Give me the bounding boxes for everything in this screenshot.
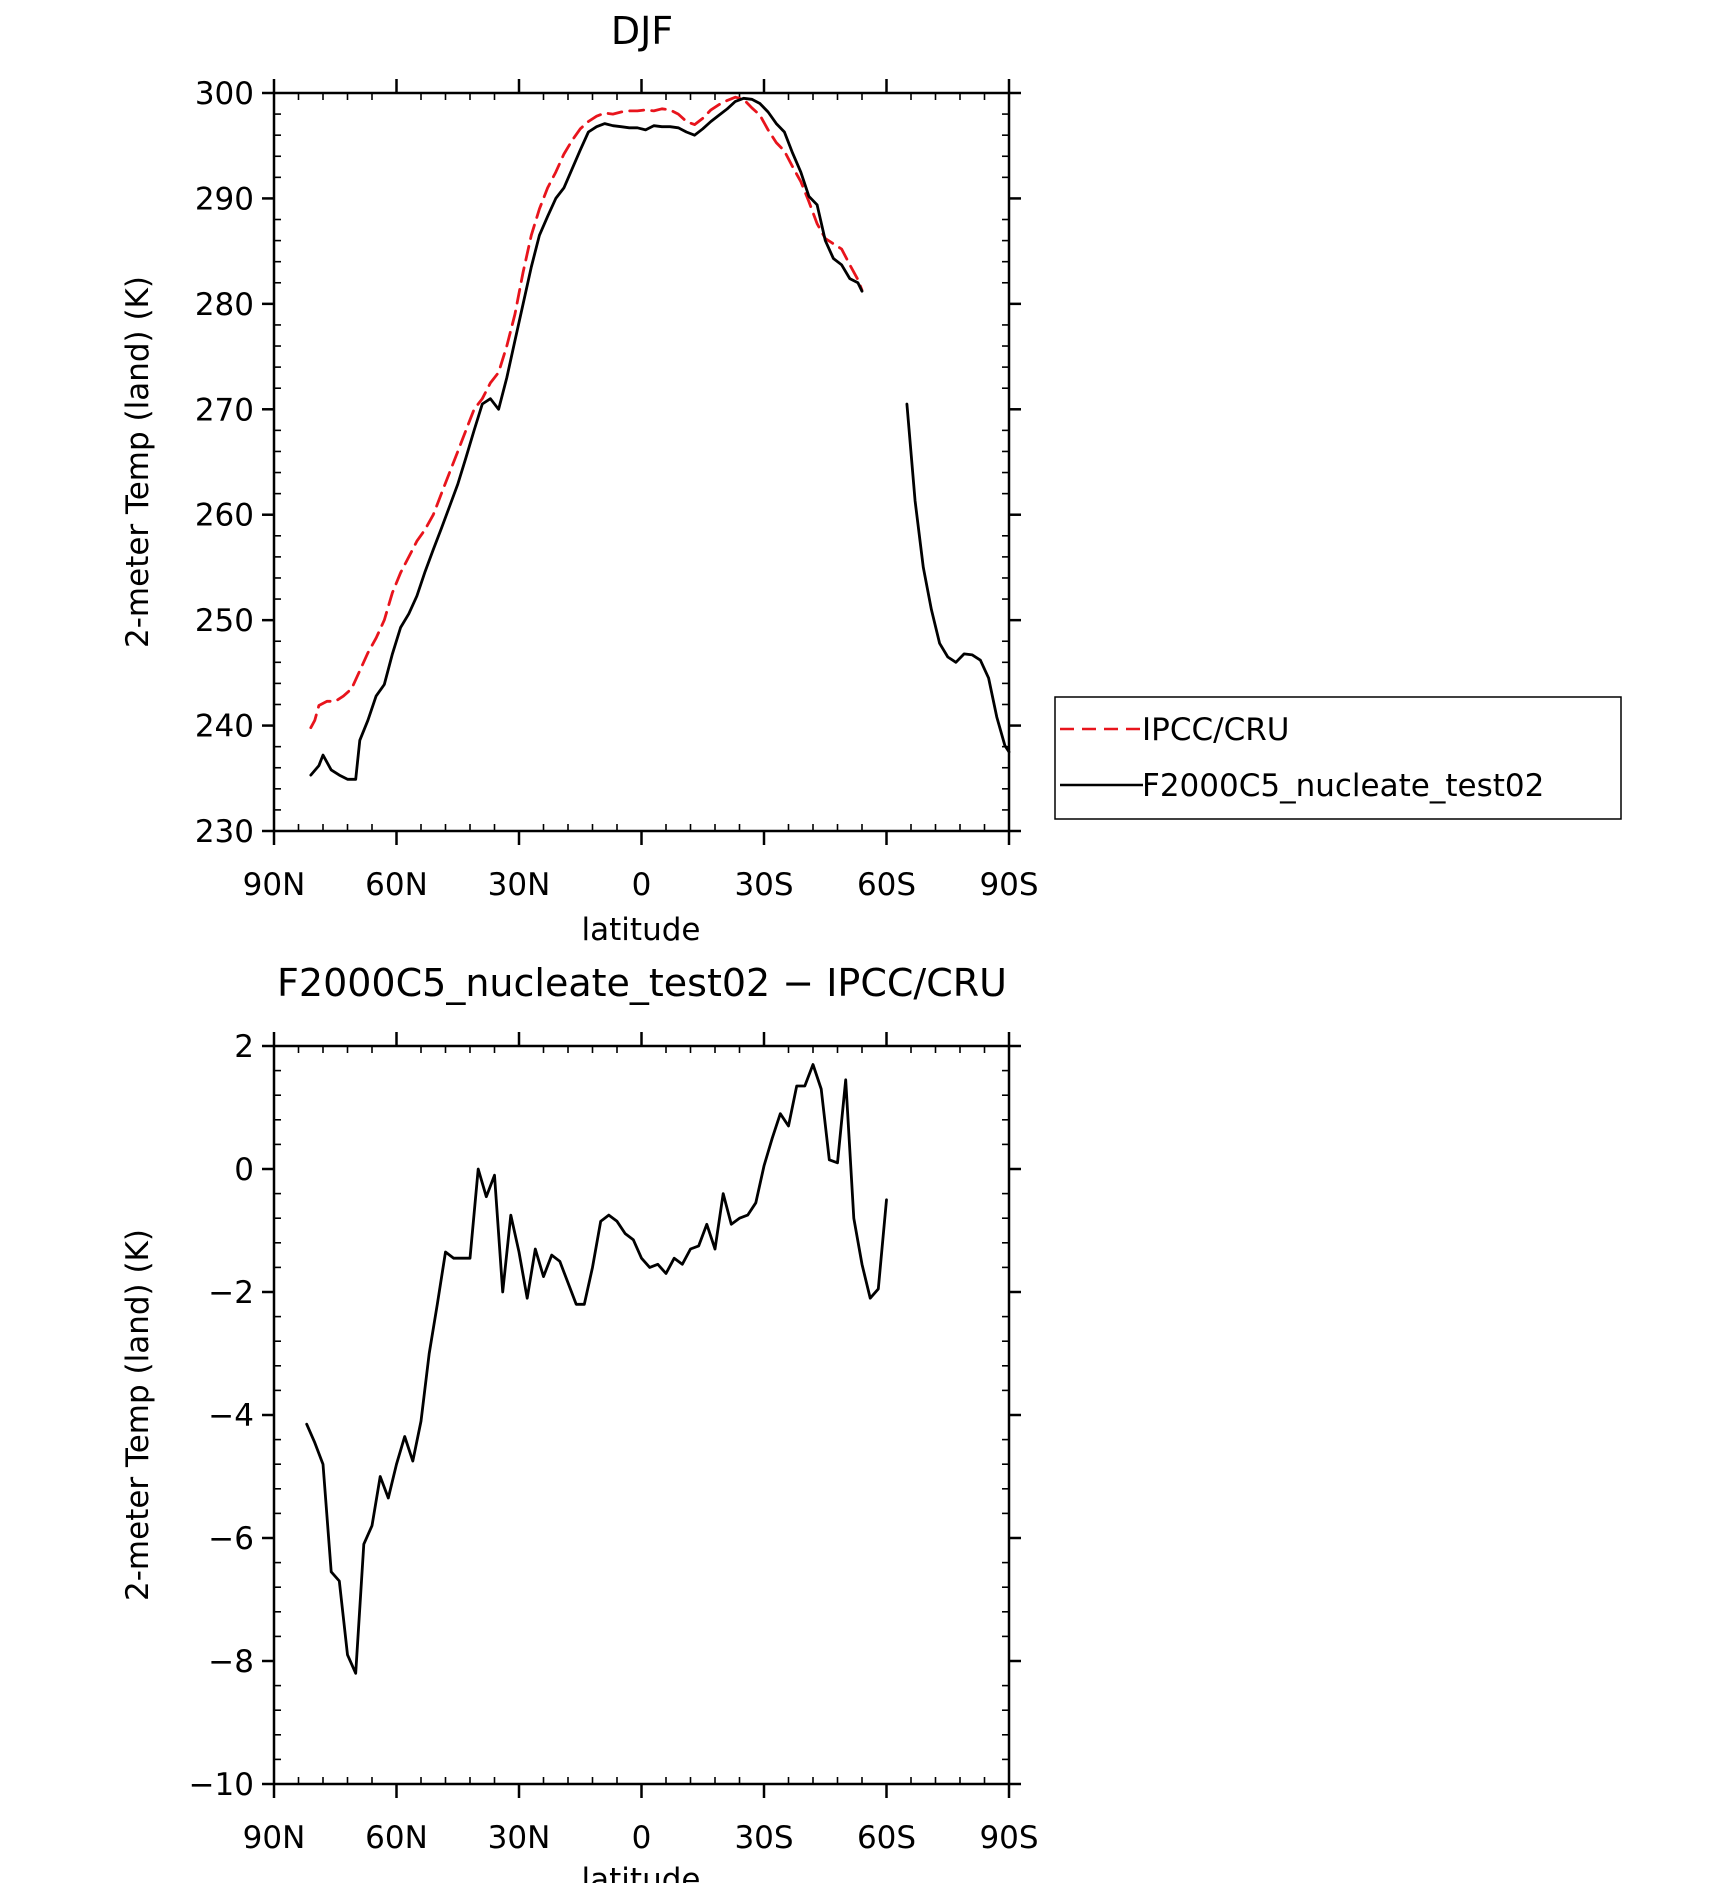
- chart-panel-top: DJF 230 240 250 260 270 280 290 300 90N 60N 30N 0 3…: [120, 9, 1622, 948]
- series-line-difference: [305, 1063, 888, 1675]
- x-axis: 90N 60N 30N 0 30S 60S 90S: [243, 1032, 1039, 1856]
- legend-box: [1054, 696, 1622, 820]
- series-line-f2000c5-nucleate-test02: [905, 402, 1011, 754]
- x-axis-label: latitude: [582, 1862, 701, 1883]
- x-tick-label: 30N: [488, 867, 551, 903]
- x-axis: 90N 60N 30N 0 30S 60S 90S: [243, 79, 1039, 903]
- chart-title: DJF: [611, 9, 673, 53]
- x-tick-label: 90S: [979, 1820, 1038, 1856]
- chart-panel-bottom: F2000C5_nucleate_test02 − IPCC/CRU −10 −8…: [120, 961, 1039, 1883]
- y-tick-label: 240: [195, 709, 254, 745]
- x-tick-label: 30S: [734, 867, 793, 903]
- x-tick-label: 30N: [488, 1820, 551, 1856]
- y-tick-label: 270: [195, 392, 254, 428]
- x-tick-label: 90S: [979, 867, 1038, 903]
- x-axis-label: latitude: [582, 912, 701, 948]
- x-tick-label: 60N: [365, 867, 428, 903]
- series-layer: [305, 1063, 888, 1675]
- plot-frame: [272, 1044, 1011, 1786]
- series-line-ipcc-cru: [309, 95, 864, 730]
- y-axis: 230 240 250 260 270 280 290 300: [195, 76, 1021, 850]
- x-tick-label: 0: [632, 867, 652, 903]
- y-tick-label: 260: [195, 498, 254, 534]
- y-tick-label: −6: [208, 1521, 254, 1557]
- legend: IPCC/CRU F2000C5_nucleate_test02: [1054, 696, 1622, 820]
- legend-label-f2000c5: F2000C5_nucleate_test02: [1142, 768, 1544, 804]
- y-axis-label: 2-meter Temp (land) (K): [120, 1229, 156, 1601]
- x-tick-label: 60S: [857, 1820, 916, 1856]
- plot-frame: [272, 91, 1011, 833]
- x-tick-label: 60N: [365, 1820, 428, 1856]
- chart-title: F2000C5_nucleate_test02 − IPCC/CRU: [277, 961, 1007, 1005]
- series-layer: [309, 95, 1011, 781]
- y-tick-label: 2: [234, 1029, 254, 1065]
- y-tick-label: −4: [208, 1398, 254, 1434]
- y-tick-label: −2: [208, 1275, 254, 1311]
- legend-label-ipcc-cru: IPCC/CRU: [1142, 712, 1289, 748]
- y-tick-label: 250: [195, 603, 254, 639]
- y-tick-label: 0: [234, 1152, 254, 1188]
- y-tick-label: 230: [195, 814, 254, 850]
- y-tick-label: 280: [195, 287, 254, 323]
- x-tick-label: 0: [632, 1820, 652, 1856]
- y-tick-label: 300: [195, 76, 254, 112]
- x-tick-label: 90N: [243, 867, 306, 903]
- x-tick-label: 90N: [243, 1820, 306, 1856]
- y-axis: −10 −8 −6 −4 −2 0 2: [189, 1029, 1021, 1803]
- series-line-f2000c5-nucleate-test02: [309, 96, 864, 781]
- x-tick-label: 30S: [734, 1820, 793, 1856]
- y-tick-label: −10: [189, 1767, 254, 1803]
- y-tick-label: −8: [208, 1644, 254, 1680]
- x-tick-label: 60S: [857, 867, 916, 903]
- y-tick-label: 290: [195, 181, 254, 217]
- y-axis-label: 2-meter Temp (land) (K): [120, 276, 156, 648]
